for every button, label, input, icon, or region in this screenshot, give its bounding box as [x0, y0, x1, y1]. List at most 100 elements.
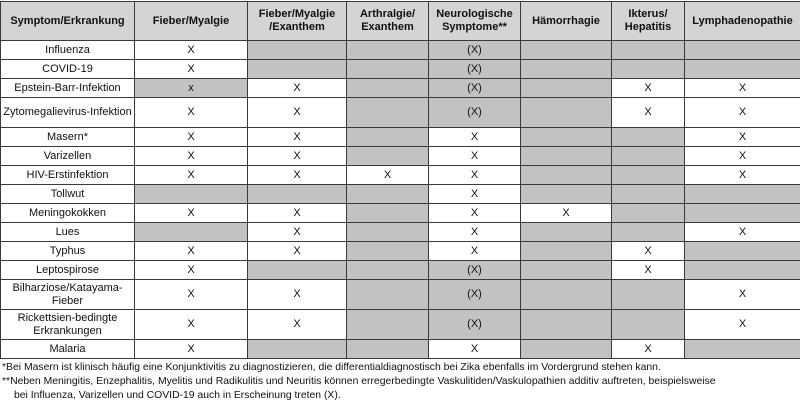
column-header: Ikterus/ Hepatitis [612, 2, 685, 41]
symptom-cell [685, 60, 800, 79]
symptom-cell [685, 185, 800, 204]
symptom-cell: X [248, 166, 347, 185]
symptom-cell: X [248, 310, 347, 340]
symptom-cell: X [135, 166, 248, 185]
symptom-cell: X [248, 223, 347, 242]
column-header: Fieber/Myalgie [135, 2, 248, 41]
symptom-cell: (X) [429, 310, 521, 340]
symptom-cell: x [135, 79, 248, 98]
footnote-2-line-2: bei Influenza, Varizellen und COVID-19 a… [2, 389, 800, 403]
disease-name: Meningokokken [1, 204, 135, 223]
symptom-cell: X [612, 98, 685, 128]
symptom-cell: X [685, 147, 800, 166]
disease-name: HIV-Erstinfektion [1, 166, 135, 185]
symptom-cell [347, 204, 429, 223]
disease-name: Rickettsien-bedingte Erkrankungen [1, 310, 135, 340]
symptom-cell [347, 310, 429, 340]
column-header: Hämorrhagie [521, 2, 612, 41]
disease-name: Malaria [1, 340, 135, 359]
column-header: Symptom/Erkrankung [1, 2, 135, 41]
symptom-cell: X [429, 185, 521, 204]
symptom-cell [521, 60, 612, 79]
symptom-cell: (X) [429, 41, 521, 60]
disease-name: Tollwut [1, 185, 135, 204]
disease-name: Masern* [1, 128, 135, 147]
symptom-cell [521, 128, 612, 147]
symptom-cell [347, 185, 429, 204]
symptom-cell [347, 60, 429, 79]
symptom-cell: X [612, 340, 685, 359]
symptom-cell [521, 166, 612, 185]
symptom-cell [612, 310, 685, 340]
column-header: Fieber/Myalgie /Exanthem [248, 2, 347, 41]
symptom-cell [248, 340, 347, 359]
symptom-cell: X [429, 147, 521, 166]
symptom-cell: (X) [429, 98, 521, 128]
symptom-cell: X [135, 340, 248, 359]
symptom-cell: X [612, 261, 685, 280]
symptom-cell: X [429, 242, 521, 261]
symptom-cell [521, 261, 612, 280]
symptom-cell [521, 79, 612, 98]
symptom-cell [347, 79, 429, 98]
symptom-cell [685, 41, 800, 60]
symptom-cell: (X) [429, 60, 521, 79]
symptom-cell: (X) [429, 79, 521, 98]
symptom-cell: X [135, 242, 248, 261]
symptom-cell: X [135, 204, 248, 223]
footnotes: *Bei Masern ist klinisch häufig eine Kon… [0, 361, 800, 403]
symptom-cell: X [429, 166, 521, 185]
symptom-cell [347, 41, 429, 60]
symptom-cell [521, 147, 612, 166]
symptom-cell: X [429, 340, 521, 359]
symptom-cell [612, 128, 685, 147]
disease-name: Typhus [1, 242, 135, 261]
table-row: Tollwut X [1, 185, 800, 204]
symptom-cell: X [135, 60, 248, 79]
symptom-cell [521, 310, 612, 340]
symptom-cell: X [685, 166, 800, 185]
symptom-cell: X [135, 128, 248, 147]
symptom-cell: X [248, 98, 347, 128]
symptom-cell [521, 41, 612, 60]
symptom-cell [521, 280, 612, 310]
symptom-cell: X [135, 280, 248, 310]
symptom-cell: (X) [429, 261, 521, 280]
disease-name: Influenza [1, 41, 135, 60]
symptom-cell: X [685, 128, 800, 147]
symptom-cell [612, 60, 685, 79]
footnote-1: *Bei Masern ist klinisch häufig eine Kon… [2, 361, 800, 375]
disease-name: Bilharziose/Katayama-Fieber [1, 280, 135, 310]
symptom-cell [248, 41, 347, 60]
symptom-cell: X [135, 147, 248, 166]
symptom-cell: X [685, 223, 800, 242]
symptom-cell [685, 340, 800, 359]
symptom-cell [612, 223, 685, 242]
symptom-cell [135, 185, 248, 204]
symptom-cell [685, 204, 800, 223]
symptom-cell [612, 204, 685, 223]
symptom-cell: X [135, 41, 248, 60]
column-header: Arthralgie/ Exanthem [347, 2, 429, 41]
symptom-cell [347, 280, 429, 310]
symptom-cell [612, 147, 685, 166]
symptom-cell: X [248, 147, 347, 166]
symptom-cell: X [612, 79, 685, 98]
symptom-cell: X [612, 242, 685, 261]
symptom-cell: X [521, 204, 612, 223]
disease-name: COVID-19 [1, 60, 135, 79]
symptom-cell [248, 261, 347, 280]
symptom-cell: X [347, 166, 429, 185]
symptom-cell [521, 242, 612, 261]
symptom-cell: X [248, 128, 347, 147]
